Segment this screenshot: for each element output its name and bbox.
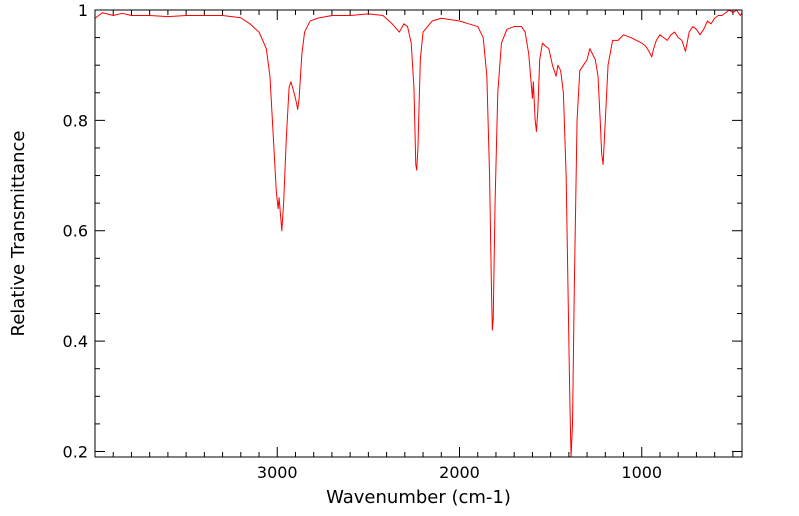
x-tick-label: 1000 [621, 463, 662, 482]
y-tick-label: 0.2 [63, 442, 88, 461]
series-line [94, 9, 743, 458]
x-tick-label: 2000 [439, 463, 480, 482]
y-tick-label: 0.4 [63, 332, 88, 351]
y-tick-label: 0.6 [63, 222, 88, 241]
y-tick-label: 1 [78, 1, 88, 20]
plot-frame [94, 9, 743, 458]
x-tick-label: 3000 [257, 463, 298, 482]
y-tick-label: 0.8 [63, 111, 88, 130]
y-axis-title: Relative Transmittance [8, 131, 29, 337]
x-axis-tick-labels: 3000 2000 1000 [257, 463, 662, 482]
y-axis-tick-labels: 0.2 0.4 0.6 0.8 1 [63, 1, 88, 461]
tick-marks [95, 9, 742, 457]
x-axis-title: Wavenumber (cm-1) [326, 487, 511, 508]
